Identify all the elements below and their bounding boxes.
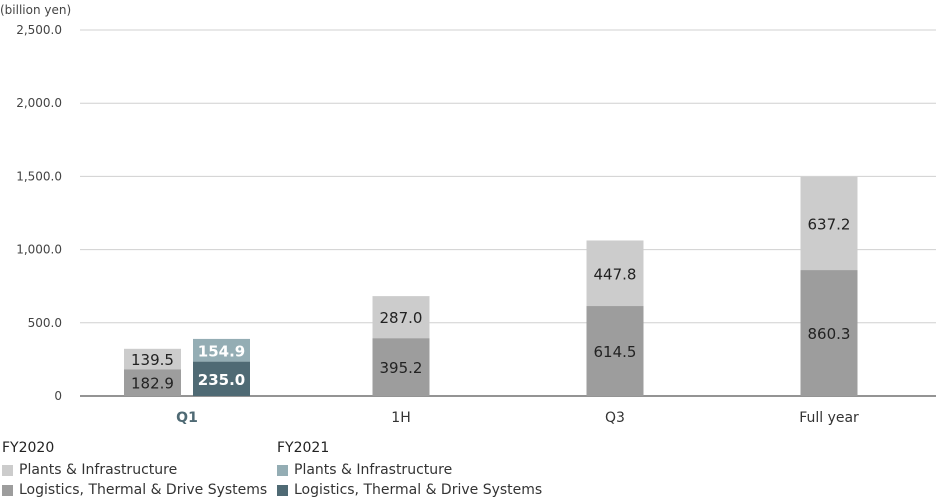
y-axis-unit-label: (billion yen) <box>0 3 71 17</box>
bar-data-label: 395.2 <box>380 359 423 377</box>
bar-segment <box>124 348 181 370</box>
legend-title-fy2021: FY2021 <box>277 440 330 456</box>
x-tick-label: 1H <box>391 410 410 426</box>
bar-data-label: 287.0 <box>380 309 423 327</box>
x-tick-label: Q3 <box>605 410 625 426</box>
y-tick-label: 2,500.0 <box>16 23 62 37</box>
legend-item-fy2021-logistics: Logistics, Thermal & Drive Systems <box>277 480 542 500</box>
x-tick-label: Q1 <box>176 410 198 426</box>
bar-data-label: 139.5 <box>131 351 174 369</box>
y-tick-label: 0 <box>54 389 62 403</box>
y-tick-label: 2,000.0 <box>16 96 62 110</box>
bar-segment <box>586 240 644 307</box>
x-tick-label: Full year <box>799 410 859 426</box>
bar-segment <box>372 296 430 339</box>
bar-segment <box>193 338 250 362</box>
legend-item-fy2020-plants: Plants & Infrastructure <box>2 460 267 480</box>
legend-label-fy2020-logistics: Logistics, Thermal & Drive Systems <box>19 482 268 498</box>
legend-swatch-fy2021-plants <box>277 464 288 476</box>
legend-swatch-fy2020-plants <box>2 464 13 476</box>
bar-segment <box>586 306 644 396</box>
bar-data-label: 235.0 <box>198 371 245 389</box>
legend-label-fy2021-logistics: Logistics, Thermal & Drive Systems <box>294 482 543 498</box>
y-tick-label: 1,500.0 <box>16 169 62 183</box>
bar-segment <box>800 176 858 271</box>
legend-label-fy2021-plants: Plants & Infrastructure <box>294 462 453 478</box>
stacked-bar-chart: (billion yen) 0 500.0 1,000.0 1,500.0 2,000.0… <box>0 3 936 426</box>
legend-label-fy2020-plants: Plants & Infrastructure <box>19 462 178 478</box>
y-tick-label: 1,000.0 <box>16 243 62 257</box>
bar-segment <box>193 361 250 396</box>
bar-segment <box>372 338 430 396</box>
legend-item-fy2021-plants: Plants & Infrastructure <box>277 460 542 480</box>
bar-data-label: 154.9 <box>198 342 245 360</box>
legend-item-fy2020-logistics: Logistics, Thermal & Drive Systems <box>2 480 267 500</box>
legend-fy2021: FY2021 Plants & Infrastructure Logistics… <box>277 440 542 500</box>
bar-data-label: 447.8 <box>594 265 637 283</box>
bar-data-label: 637.2 <box>808 215 851 233</box>
legend-swatch-fy2021-logistics <box>277 484 288 496</box>
legend-swatch-fy2020-logistics <box>2 484 13 496</box>
bar-segment <box>124 369 181 396</box>
legend-fy2020: FY2020 Plants & Infrastructure Logistics… <box>2 440 267 500</box>
y-tick-label: 500.0 <box>28 316 62 330</box>
legend-title-fy2020: FY2020 <box>2 440 55 456</box>
bar-data-label: 614.5 <box>594 343 637 361</box>
bar-segment <box>800 270 858 396</box>
bar-data-label: 860.3 <box>808 325 851 343</box>
bar-data-label: 182.9 <box>131 375 174 393</box>
